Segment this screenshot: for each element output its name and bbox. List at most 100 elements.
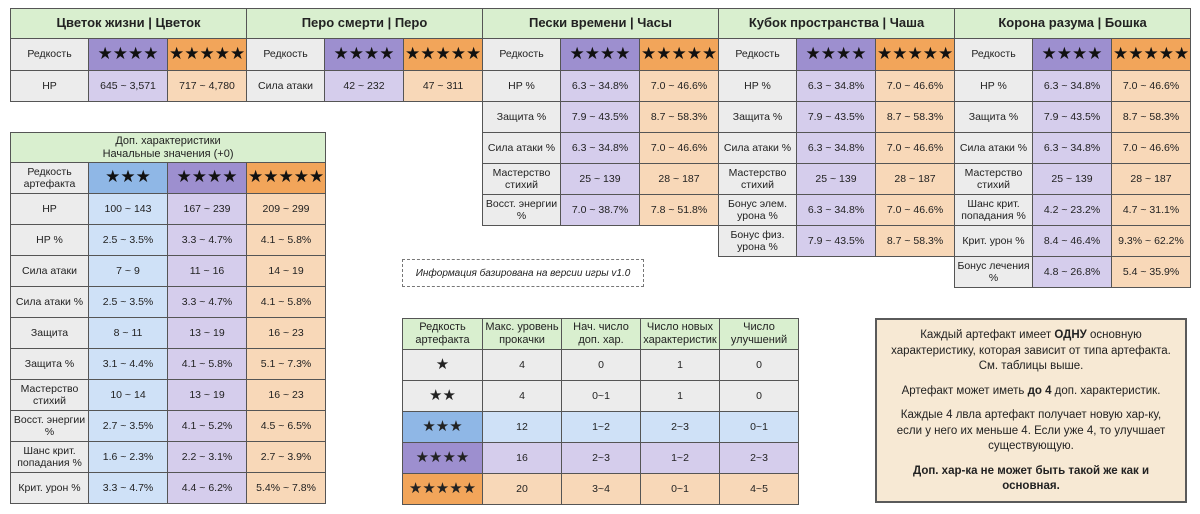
rarity-stars: ★★★ [402, 411, 483, 443]
rarity-label: Редкость [718, 38, 797, 71]
substats-title-line2: Начальные значения (+0) [102, 147, 234, 160]
version-note: Информация базирована на версии игры v1.… [402, 259, 644, 287]
four-star-value: 6.3 ~ 34.8% [560, 132, 640, 164]
substat-label: HP [10, 193, 89, 225]
upgrades-value: 0~1 [719, 411, 799, 443]
four-star-value: 6.3 ~ 34.8% [1032, 132, 1112, 164]
five-star-value: 7.0 ~ 46.6% [874, 132, 956, 164]
four-star-value: 25 ~ 139 [1032, 163, 1112, 195]
three-star-value: 2.5 ~ 3.5% [88, 286, 168, 318]
five-star-header: ★★★★★ [245, 162, 327, 194]
max-level-value: 16 [482, 442, 562, 474]
five-star-value: 16 ~ 23 [245, 317, 327, 349]
rarity-label: Редкость [246, 38, 325, 71]
rarity-label: Редкость артефакта [10, 162, 89, 194]
five-star-value: 8.7 ~ 58.3% [638, 101, 720, 133]
stat-label: Защита % [954, 101, 1033, 133]
max-level-value: 4 [482, 380, 562, 412]
five-star-header: ★★★★★ [1110, 38, 1192, 71]
five-star-value: 8.7 ~ 58.3% [1110, 101, 1192, 133]
info-text: Каждый артефакт имеет [920, 329, 1055, 341]
new-substats-value: 1~2 [640, 442, 720, 474]
new-substats-value: 2~3 [640, 411, 720, 443]
stat-label: Бонус физ. урона % [718, 225, 797, 257]
five-star-value: 28 ~ 187 [1110, 163, 1192, 195]
info-text: основную характеристику, которая зависит… [891, 329, 1171, 373]
stat-label: Сила атаки % [482, 132, 561, 164]
five-star-value: 209 ~ 299 [245, 193, 327, 225]
stat-label: Защита % [718, 101, 797, 133]
substat-label: Крит. урон % [10, 472, 89, 504]
stat-label: Сила атаки % [954, 132, 1033, 164]
four-star-value: 2.2 ~ 3.1% [167, 441, 247, 473]
initial-substats-value: 0~1 [561, 380, 641, 412]
plume-table: Перо смерти | Перо Редкость ★★★★ ★★★★★ С… [245, 8, 484, 102]
four-star-value: 167 ~ 239 [167, 193, 247, 225]
five-star-header: ★★★★★ [402, 38, 484, 71]
five-star-value: 8.7 ~ 58.3% [874, 101, 956, 133]
rarity-label: Редкость [954, 38, 1033, 71]
four-star-value: 25 ~ 139 [560, 163, 640, 195]
four-star-value: 42 ~ 232 [324, 70, 404, 102]
four-star-header: ★★★★ [88, 38, 168, 71]
stat-label: Мастерство стихий [482, 163, 561, 195]
stat-label: HP % [954, 70, 1033, 102]
five-star-value: 16 ~ 23 [245, 379, 327, 411]
three-star-value: 7 ~ 9 [88, 255, 168, 287]
flower-table: Цветок жизни | Цветок Редкость ★★★★ ★★★★… [9, 8, 248, 102]
info-paragraph-substat-limit: Артефакт может иметь до 4 доп. характери… [887, 384, 1175, 400]
rarity-label: Редкость [10, 38, 89, 71]
five-star-value: 4.5 ~ 6.5% [245, 410, 327, 442]
leveling-header-rarity: Редкость артефакта [402, 318, 483, 350]
stat-label: Мастерство стихий [718, 163, 797, 195]
five-star-value: 28 ~ 187 [874, 163, 956, 195]
leveling-header-initial-substats: Нач. число доп. хар. [561, 318, 641, 350]
initial-substats-value: 0 [561, 349, 641, 381]
rarity-stars: ★ [402, 349, 483, 381]
four-star-value: 3.3 ~ 4.7% [167, 286, 247, 318]
three-star-value: 1.6 ~ 2.3% [88, 441, 168, 473]
leveling-row: ★★★ 12 1~2 2~3 0~1 [402, 411, 799, 443]
leveling-table: Редкость артефакта Макс. уровень прокачк… [402, 318, 799, 505]
leveling-row: ★★ 4 0~1 1 0 [402, 380, 799, 412]
three-star-value: 8 ~ 11 [88, 317, 168, 349]
initial-substats-value: 3~4 [561, 473, 641, 505]
three-star-value: 3.1 ~ 4.4% [88, 348, 168, 380]
five-star-value: 14 ~ 19 [245, 255, 327, 287]
max-level-value: 12 [482, 411, 562, 443]
substat-label: HP % [10, 224, 89, 256]
four-star-header: ★★★★ [560, 38, 640, 71]
five-star-value: 4.1 ~ 5.8% [245, 224, 327, 256]
stat-label: HP [10, 70, 89, 102]
stat-label: Бонус элем. урона % [718, 194, 797, 226]
four-star-value: 6.3 ~ 34.8% [1032, 70, 1112, 102]
four-star-header: ★★★★ [167, 162, 247, 194]
three-star-value: 2.5 ~ 3.5% [88, 224, 168, 256]
upgrades-value: 0 [719, 380, 799, 412]
five-star-value: 7.0 ~ 46.6% [874, 194, 956, 226]
leveling-row: ★★★★ 16 2~3 1~2 2~3 [402, 442, 799, 474]
five-star-value: 4.7 ~ 31.1% [1110, 194, 1192, 226]
four-star-value: 25 ~ 139 [796, 163, 876, 195]
four-star-value: 7.0 ~ 38.7% [560, 194, 640, 226]
circlet-title: Корона разума | Бошка [953, 8, 1192, 39]
four-star-value: 11 ~ 16 [167, 255, 247, 287]
flower-title: Цветок жизни | Цветок [9, 8, 248, 39]
four-star-value: 4.1 ~ 5.8% [167, 348, 247, 380]
four-star-value: 6.3 ~ 34.8% [560, 70, 640, 102]
substat-label: Мастерство стихий [10, 379, 89, 411]
five-star-value: 28 ~ 187 [638, 163, 720, 195]
five-star-value: 4.1 ~ 5.8% [245, 286, 327, 318]
four-star-header: ★★★★ [324, 38, 404, 71]
five-star-value: 7.0 ~ 46.6% [874, 70, 956, 102]
four-star-value: 7.9 ~ 43.5% [1032, 101, 1112, 133]
sands-table: Пески времени | Часы Редкость ★★★★ ★★★★★… [481, 8, 720, 226]
five-star-value: 2.7 ~ 3.9% [245, 441, 327, 473]
leveling-header-new-substats: Число новых характеристик [640, 318, 720, 350]
rarity-stars: ★★★★ [402, 442, 483, 474]
upgrades-value: 4~5 [719, 473, 799, 505]
five-star-value: 7.8 ~ 51.8% [638, 194, 720, 226]
five-star-value: 5.1 ~ 7.3% [245, 348, 327, 380]
four-star-value: 8.4 ~ 46.4% [1032, 225, 1112, 257]
four-star-header: ★★★★ [1032, 38, 1112, 71]
